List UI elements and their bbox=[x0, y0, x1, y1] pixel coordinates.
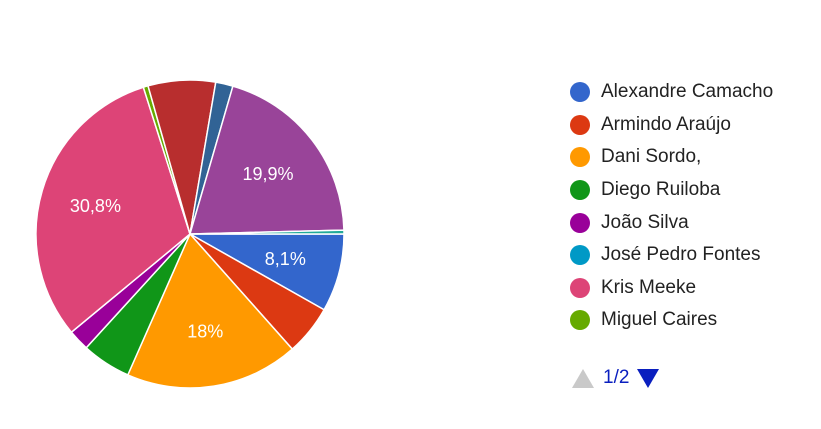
legend-swatch-icon bbox=[570, 114, 590, 135]
slice-label-0: 8,1% bbox=[265, 249, 306, 269]
legend-item-2[interactable]: Dani Sordo, bbox=[570, 141, 820, 174]
pie-slice-6[interactable] bbox=[35, 86, 191, 334]
legend-label: Kris Meeke bbox=[601, 276, 697, 298]
legend-item-6[interactable]: Kris Meeke bbox=[570, 272, 820, 305]
pager-text: 1/2 bbox=[603, 367, 630, 388]
legend-label: João Silva bbox=[601, 211, 689, 233]
pie-chart-svg: 8,1% 18% 30,8% 19,9% bbox=[35, 79, 345, 389]
legend-label: Diego Ruiloba bbox=[601, 179, 721, 201]
legend-swatch-icon bbox=[570, 310, 590, 331]
legend: Alexandre Camacho Armindo Araújo Dani Sord… bbox=[570, 76, 820, 337]
slice-label-6: 30,8% bbox=[70, 196, 121, 216]
legend-swatch-icon bbox=[570, 180, 590, 201]
legend-swatch-icon bbox=[570, 212, 590, 233]
slice-label-2: 18% bbox=[187, 321, 223, 341]
legend-item-3[interactable]: Diego Ruiloba bbox=[570, 174, 820, 207]
legend-swatch-icon bbox=[570, 277, 590, 298]
legend-swatch-icon bbox=[570, 82, 590, 103]
legend-swatch-icon bbox=[570, 245, 590, 266]
legend-pager: 1/2 bbox=[572, 367, 660, 389]
legend-label: José Pedro Fontes bbox=[601, 244, 761, 266]
legend-label: Alexandre Camacho bbox=[601, 81, 774, 103]
legend-item-0[interactable]: Alexandre Camacho bbox=[570, 76, 820, 109]
legend-swatch-icon bbox=[570, 147, 590, 168]
pie-slice-12[interactable] bbox=[189, 229, 345, 235]
pie-chart: 8,1% 18% 30,8% 19,9% bbox=[35, 79, 345, 389]
legend-item-1[interactable]: Armindo Araújo bbox=[570, 109, 820, 142]
legend-label: Dani Sordo, bbox=[601, 146, 702, 168]
triangle-up-icon bbox=[572, 368, 594, 388]
legend-item-4[interactable]: João Silva bbox=[570, 206, 820, 239]
legend-label: Miguel Caires bbox=[601, 309, 718, 331]
slice-label-11: 19,9% bbox=[243, 164, 294, 184]
legend-item-7[interactable]: Miguel Caires bbox=[570, 304, 820, 337]
pie-slice-11[interactable] bbox=[188, 85, 345, 235]
legend-item-5[interactable]: José Pedro Fontes bbox=[570, 239, 820, 272]
triangle-down-icon[interactable] bbox=[637, 368, 660, 388]
pie-slice-2[interactable] bbox=[126, 232, 294, 389]
legend-label: Armindo Araújo bbox=[601, 113, 731, 135]
